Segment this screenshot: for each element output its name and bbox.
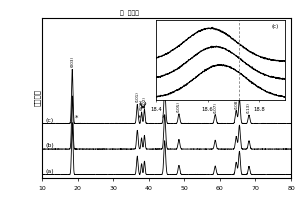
Text: (108): (108) — [234, 98, 238, 109]
Text: *: * — [162, 115, 165, 121]
Text: 图  关键词: 图 关键词 — [120, 11, 139, 16]
Text: (003): (003) — [70, 56, 74, 67]
Text: (006): (006) — [140, 99, 144, 110]
Text: (b): (b) — [46, 143, 54, 148]
Text: (c): (c) — [46, 118, 54, 123]
Text: (c): (c) — [271, 24, 279, 29]
Text: (102): (102) — [142, 96, 146, 107]
Text: (101): (101) — [135, 91, 139, 102]
Y-axis label: 衍射强度: 衍射强度 — [34, 90, 40, 106]
Text: *: * — [75, 115, 79, 121]
Text: (110): (110) — [237, 86, 242, 97]
Text: (104): (104) — [163, 76, 167, 87]
Text: (107): (107) — [213, 102, 217, 113]
Text: (a): (a) — [46, 169, 54, 174]
Text: *: * — [138, 115, 142, 121]
Text: (105): (105) — [177, 101, 181, 112]
Text: (113): (113) — [247, 102, 251, 113]
